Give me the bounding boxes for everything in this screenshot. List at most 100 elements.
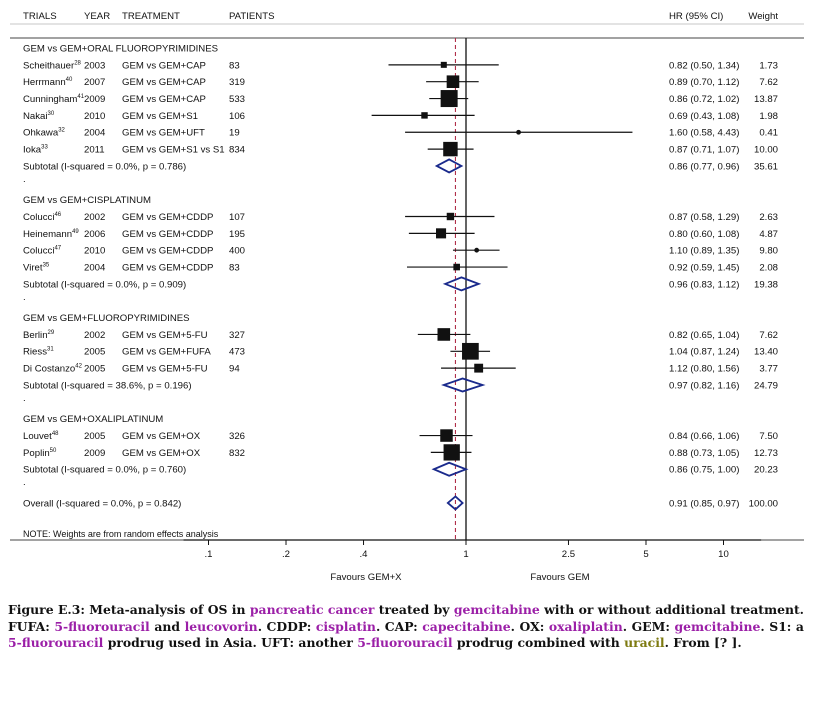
study-hr-ci: 0.86 (0.72, 1.02) (669, 94, 739, 105)
favours-left-label: Favours GEM+X (330, 572, 402, 583)
study-patients: 326 (229, 431, 245, 442)
row-spacer: . (23, 292, 26, 303)
study-weight-square (474, 363, 484, 373)
group-label: GEM vs GEM+ORAL FLUOROPYRIMIDINES (23, 43, 218, 54)
study-treatment: GEM vs GEM+CDDP (122, 246, 213, 257)
study-treatment: GEM vs GEM+UFT (122, 128, 205, 139)
study-name: Colucci46 (23, 212, 62, 223)
study-weight-square (437, 328, 451, 341)
study-treatment: GEM vs GEM+CDDP (122, 229, 213, 240)
study-treatment: GEM vs GEM+S1 (122, 111, 198, 122)
study-treatment: GEM vs GEM+OX (122, 448, 201, 459)
group-label: GEM vs GEM+CISPLATINUM (23, 195, 151, 206)
study-year: 2007 (84, 77, 105, 88)
study-year: 2005 (84, 347, 105, 358)
study-patients: 533 (229, 94, 245, 105)
group-label: GEM vs GEM+FLUOROPYRIMIDINES (23, 313, 190, 324)
study-weight: 0.41 (759, 128, 778, 139)
study-year: 2010 (84, 246, 105, 257)
term-capecitabine: capecitabine (422, 618, 511, 634)
study-name: Poplin50 (23, 448, 57, 459)
subtotal-label: Subtotal (I-squared = 0.0%, p = 0.760) (23, 465, 186, 476)
study-year: 2010 (84, 111, 105, 122)
study-patients: 400 (229, 246, 245, 257)
subtotal-hr-ci: 0.97 (0.82, 1.16) (669, 380, 739, 391)
study-name: Nakai30 (23, 111, 55, 122)
study-hr-ci: 0.87 (0.58, 1.29) (669, 212, 739, 223)
subtotal-weight: 19.38 (754, 279, 778, 290)
study-year: 2011 (84, 145, 105, 156)
subtotal-label: Subtotal (I-squared = 38.6%, p = 0.196) (23, 380, 192, 391)
study-weight-square (440, 429, 453, 442)
overall-label: Overall (I-squared = 0.0%, p = 0.842) (23, 498, 181, 509)
study-weight: 4.87 (759, 229, 778, 240)
study-treatment: GEM vs GEM+5-FU (122, 330, 208, 341)
study-name: Berlin29 (23, 330, 55, 341)
study-hr-ci: 0.82 (0.50, 1.34) (669, 60, 739, 71)
study-weight-square (453, 263, 460, 271)
favours-right-label: Favours GEM (530, 572, 589, 583)
study-weight-square (462, 342, 479, 360)
study-weight: 7.62 (759, 77, 778, 88)
overall-diamond (446, 495, 464, 511)
study-weight-square (446, 75, 460, 89)
study-weight-square (440, 90, 458, 108)
subtotal-weight: 24.79 (754, 380, 778, 391)
subtotal-hr-ci: 0.96 (0.83, 1.12) (669, 279, 739, 290)
term-gemcitabine: gemcitabine (674, 618, 761, 634)
study-name: Ohkawa32 (23, 128, 66, 139)
study-weight-square (443, 444, 460, 461)
row-spacer: . (23, 393, 26, 404)
study-hr-ci: 0.88 (0.73, 1.05) (669, 448, 739, 459)
overall-weight: 100.00 (749, 498, 778, 509)
study-hr-ci: 1.10 (0.89, 1.35) (669, 246, 739, 257)
study-name: Cunningham41 (23, 94, 85, 105)
term-pancreatic-cancer: pancreatic cancer (249, 602, 375, 617)
study-treatment: GEM vs GEM+CDDP (122, 212, 213, 223)
header-weight: Weight (748, 11, 778, 22)
figure-caption: Figure E.3: Meta-analysis of OS in pancr… (8, 602, 804, 650)
x-tick-label: 2.5 (562, 549, 575, 560)
study-weight-square (440, 61, 447, 68)
header-trials: TRIALS (23, 11, 57, 22)
subtotal-weight: 35.61 (754, 161, 778, 172)
study-hr-ci: 1.12 (0.80, 1.56) (669, 364, 739, 375)
study-year: 2002 (84, 212, 105, 223)
study-weight: 3.77 (759, 364, 778, 375)
study-name: Viret35 (23, 262, 50, 273)
subtotal-diamond (434, 158, 464, 174)
study-hr-ci: 0.87 (0.71, 1.07) (669, 145, 739, 156)
study-weight-square (436, 228, 447, 239)
study-weight: 13.40 (754, 347, 778, 358)
term-oxaliplatin: oxaliplatin (548, 618, 623, 634)
study-hr-ci: 0.82 (0.65, 1.04) (669, 330, 739, 341)
study-year: 2006 (84, 229, 105, 240)
study-name: Di Costanzo42 (23, 364, 83, 375)
study-name: Riess31 (23, 347, 54, 358)
study-hr-ci: 0.69 (0.43, 1.08) (669, 111, 739, 122)
study-weight-square (421, 112, 428, 119)
x-tick-label: .1 (204, 549, 212, 560)
x-tick-label: 5 (643, 549, 648, 560)
study-weight: 7.62 (759, 330, 778, 341)
group-label: GEM vs GEM+OXALIPLATINUM (23, 414, 163, 425)
study-hr-ci: 0.84 (0.66, 1.06) (669, 431, 739, 442)
study-patients: 19 (229, 128, 240, 139)
study-patients: 319 (229, 77, 245, 88)
forest-plot: TRIALS YEAR TREATMENT PATIENTS HR (95% CI) We… (10, 11, 804, 583)
term-leucovorin: leucovorin (184, 618, 258, 634)
term-gemcitabine: gemcitabine (453, 602, 540, 617)
study-patients: 83 (229, 60, 240, 71)
study-year: 2003 (84, 60, 105, 71)
term-5-fluorouracil: 5-fluorouracil (8, 635, 104, 650)
study-weight-square (446, 212, 455, 221)
study-year: 2004 (84, 128, 106, 139)
study-weight: 2.63 (759, 212, 778, 223)
study-hr-ci: 1.60 (0.58, 4.43) (669, 128, 739, 139)
study-weight: 1.73 (759, 60, 778, 71)
study-weight: 10.00 (754, 145, 778, 156)
study-patients: 834 (229, 145, 246, 156)
study-name: Ioka33 (23, 145, 48, 156)
term-cisplatin: cisplatin (315, 618, 376, 634)
study-patients: 473 (229, 347, 245, 358)
